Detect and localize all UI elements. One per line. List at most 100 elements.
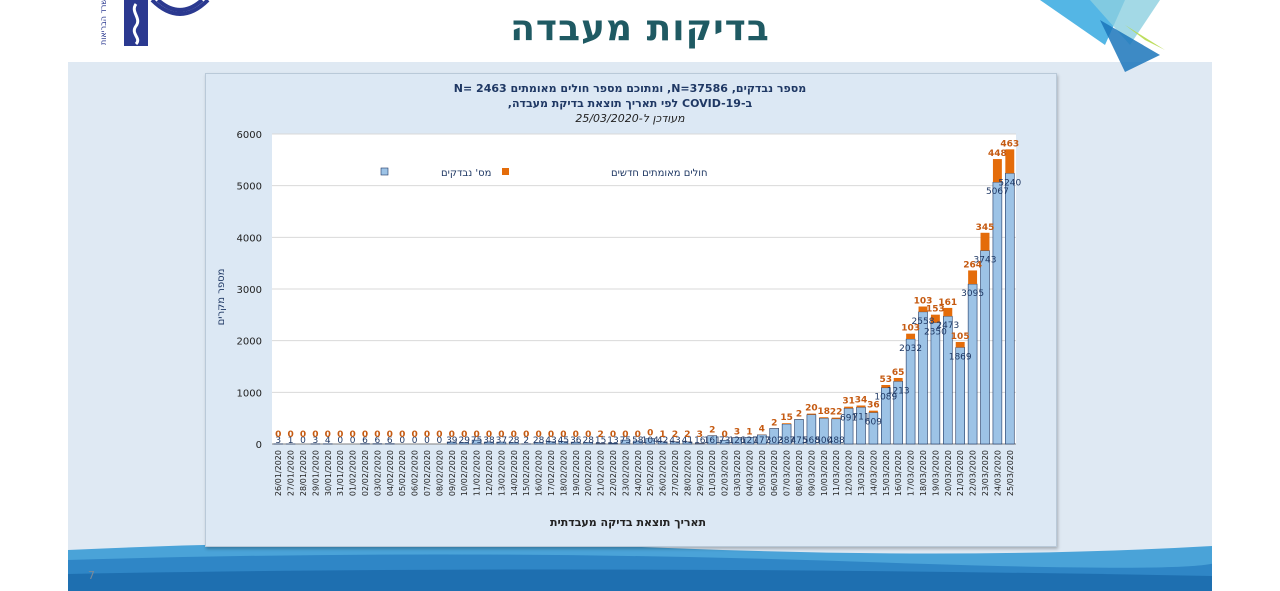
bar-new-cases: [856, 405, 866, 408]
bar-tested: [459, 442, 469, 445]
data-label-new-cases: 1: [659, 430, 665, 440]
data-label-new-cases: 34: [855, 396, 868, 406]
y-tick-label: 0: [256, 440, 262, 451]
x-tick-label: 01/02/2020: [349, 450, 358, 496]
data-label-tested: 5067: [986, 187, 1009, 197]
x-tick-label: 10/02/2020: [460, 450, 469, 496]
data-label-tested: 0: [337, 436, 343, 446]
data-label-new-cases: 0: [548, 430, 554, 440]
y-tick-label: 6000: [237, 130, 262, 141]
bar-new-cases: [819, 417, 829, 419]
data-label-new-cases: 65: [892, 368, 905, 378]
footer-wave: [68, 542, 1212, 591]
data-label-tested: 127: [741, 436, 758, 446]
data-label-new-cases: 0: [424, 430, 430, 440]
bar-tested: [992, 181, 1003, 445]
bar-tested: [856, 406, 866, 445]
x-tick-label: 07/03/2020: [783, 450, 792, 496]
data-label-tested: 6: [375, 436, 381, 446]
y-tick-label: 3000: [237, 285, 262, 296]
bar-tested: [447, 441, 457, 445]
x-tick-label: 06/02/2020: [411, 450, 420, 496]
x-tick-label: 05/02/2020: [398, 450, 407, 496]
data-label-tested: 0: [437, 436, 443, 446]
y-tick-label: 1000: [237, 388, 262, 399]
x-tick-label: 27/01/2020: [287, 450, 296, 496]
bar-tested: [471, 439, 482, 445]
data-label-new-cases: 0: [362, 430, 368, 440]
data-label-new-cases: 105: [951, 332, 970, 342]
x-tick-label: 14/02/2020: [510, 450, 519, 496]
data-label-tested: 691: [840, 413, 857, 423]
x-tick-label: 17/03/2020: [907, 450, 916, 496]
slide-title: בדיקות מעבדה: [510, 8, 770, 49]
data-label-new-cases: 1: [746, 427, 752, 437]
x-tick-label: 08/03/2020: [795, 450, 804, 496]
x-tick-label: 09/03/2020: [807, 450, 816, 496]
data-label-new-cases: 0: [436, 430, 442, 440]
x-tick-label: 20/03/2020: [944, 450, 953, 496]
data-label-tested: 302: [766, 436, 783, 446]
data-label-tested: 3: [313, 436, 319, 446]
ministry-logo: משרד הבריאות: [100, 0, 210, 48]
data-label-new-cases: 0: [498, 430, 504, 440]
data-label-tested: 75: [471, 436, 482, 446]
brand-logo: [1040, 0, 1165, 72]
data-label-tested: 28: [508, 436, 520, 446]
data-label-new-cases: 2: [771, 418, 777, 428]
x-tick-label: 26/01/2020: [274, 450, 283, 496]
bar-tested: [608, 443, 618, 445]
bar-new-cases: [968, 270, 978, 285]
x-tick-label: 04/03/2020: [745, 450, 754, 496]
x-tick-label: 13/02/2020: [497, 450, 506, 496]
x-tick-label: 10/03/2020: [820, 450, 829, 496]
data-label-new-cases: 22: [830, 408, 843, 418]
data-label-tested: 6: [387, 436, 393, 446]
data-label-tested: 75: [620, 436, 631, 446]
y-tick-label: 2000: [237, 337, 262, 348]
data-label-tested: 1: [288, 436, 294, 446]
x-tick-label: 03/02/2020: [373, 450, 382, 496]
data-label-new-cases: 463: [1000, 139, 1019, 149]
x-tick-label: 24/02/2020: [634, 450, 643, 496]
bar-tested: [633, 440, 643, 445]
data-label-tested: 43: [669, 436, 680, 446]
x-tick-label: 22/03/2020: [969, 450, 978, 496]
x-tick-label: 21/02/2020: [597, 450, 606, 496]
data-label-tested: 2: [523, 436, 529, 446]
data-label-new-cases: 264: [963, 260, 982, 270]
data-label-tested: 387: [778, 436, 795, 446]
data-label-tested: 0: [350, 436, 356, 446]
data-label-tested: 2558: [912, 317, 935, 327]
bar-tested: [509, 442, 519, 445]
data-label-tested: 13: [607, 436, 618, 446]
bar-tested: [843, 407, 854, 445]
data-label-tested: 711: [852, 412, 869, 422]
data-label-tested: 36: [570, 436, 582, 446]
x-tick-label: 03/03/2020: [733, 450, 742, 496]
bar-tested: [571, 441, 581, 445]
x-tick-label: 04/02/2020: [386, 450, 395, 496]
data-label-tested: 0: [424, 436, 430, 446]
x-tick-label: 22/02/2020: [609, 450, 618, 496]
data-label-new-cases: 0: [721, 430, 727, 440]
data-label-new-cases: 0: [411, 430, 417, 440]
data-label-tested: 43: [545, 436, 556, 446]
data-label-tested: 6: [362, 436, 368, 446]
data-label-tested: 0: [300, 436, 306, 446]
x-tick-label: 25/02/2020: [646, 450, 655, 496]
bar-new-cases: [1005, 149, 1015, 174]
x-tick-label: 16/03/2020: [894, 450, 903, 496]
bar-new-cases: [906, 333, 916, 340]
data-label-tested: 28: [582, 436, 594, 446]
bar-new-cases: [930, 314, 940, 323]
data-label-new-cases: 18: [818, 407, 831, 417]
bar-tested: [868, 412, 879, 445]
legend: מס' נבדקים חולים מאומתים חדשים: [380, 167, 708, 179]
data-label-new-cases: 0: [449, 430, 455, 440]
data-label-new-cases: 2: [796, 409, 802, 419]
bar-new-cases: [831, 417, 841, 419]
data-label-tested: 0: [412, 436, 418, 446]
data-label-tested: 1869: [949, 352, 972, 362]
